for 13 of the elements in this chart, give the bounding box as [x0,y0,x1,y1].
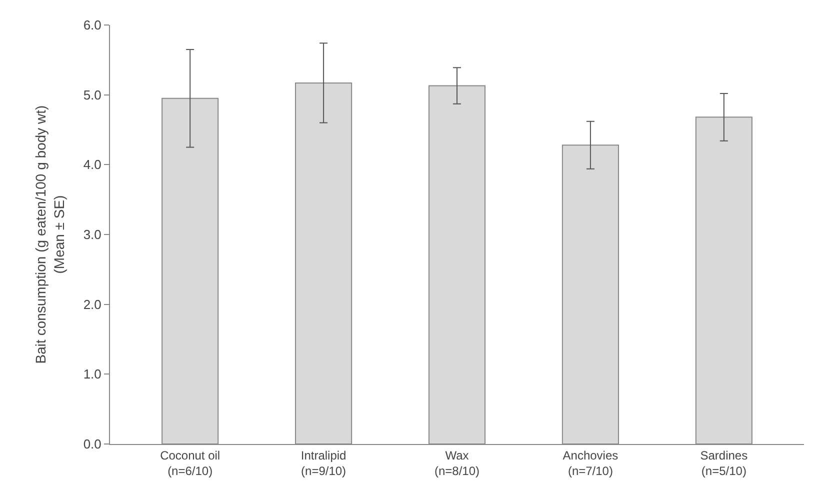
y-tick-label: 6.0 [83,18,102,33]
y-tick-label: 1.0 [83,366,102,382]
x-tick-label: Sardines (n=5/10) [700,448,748,478]
x-tick-label: Intralipid (n=9/10) [300,448,346,478]
y-tick-label: 3.0 [83,227,102,242]
x-tick-label: Coconut oil (n=6/10) [160,448,220,478]
y-tick-label: 4.0 [83,157,102,172]
x-tick-label: Wax (n=8/10) [434,448,480,478]
y-tick-label: 2.0 [83,296,102,312]
x-tick-label: Anchovies (n=7/10) [562,448,618,478]
y-tick-label: 5.0 [83,87,102,102]
y-tick-label: 0.0 [83,436,102,452]
y-axis-title: Bait consumption (g eaten/100 g body wt) (Mean ± SE) [32,105,67,364]
